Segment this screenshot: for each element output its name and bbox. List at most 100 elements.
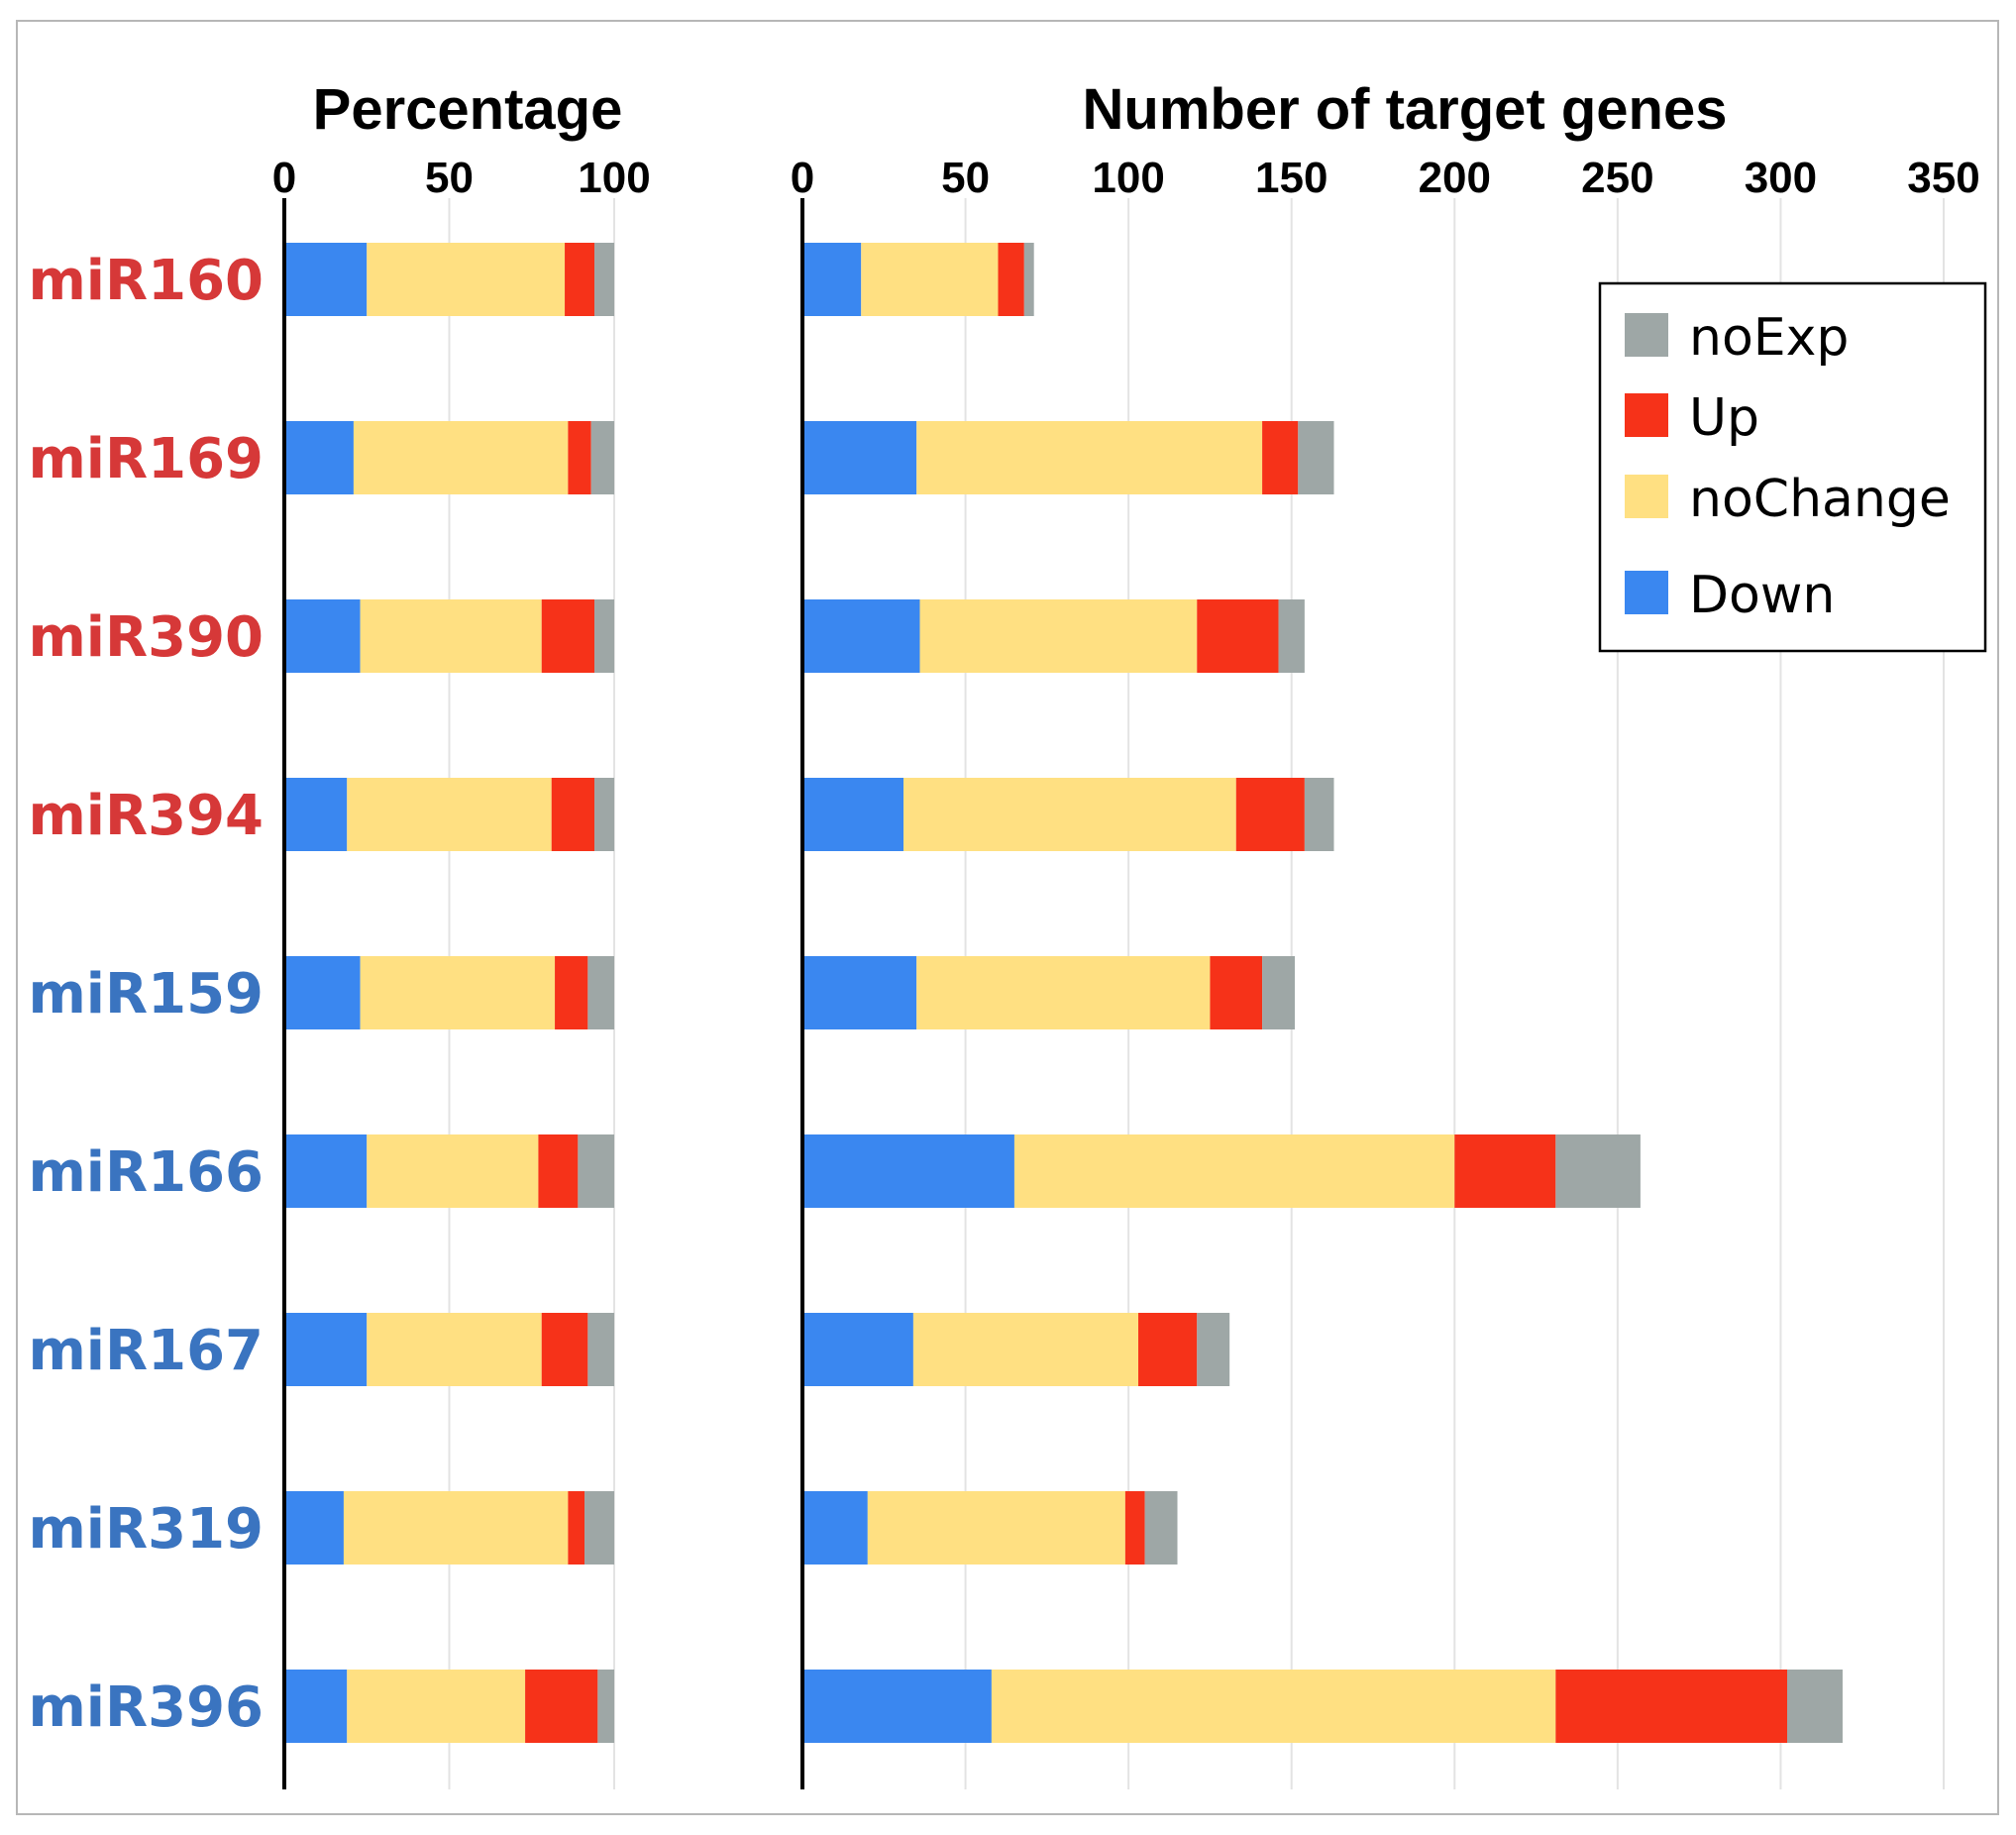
- target-genes-title: Number of target genes: [1083, 77, 1728, 142]
- percentage-bar-miR319-Up: [568, 1491, 585, 1565]
- target-genes-bar-miR319-Down: [802, 1491, 868, 1565]
- target-genes-bar-miR159-noExp: [1262, 956, 1296, 1029]
- percentage-bar-miR390-Up: [541, 599, 595, 673]
- target-genes-bar-miR169-Down: [802, 421, 917, 494]
- target-genes-tick-label: 350: [1907, 154, 1979, 202]
- target-genes-bar-miR166-Up: [1454, 1134, 1556, 1208]
- target-genes-bar-miR159-noChange: [916, 956, 1211, 1029]
- legend-label-Up: Up: [1689, 388, 1759, 448]
- percentage-bar-miR166-noExp: [578, 1134, 614, 1208]
- percentage-bar-miR396-Down: [284, 1670, 348, 1743]
- percentage-bar-miR390-noExp: [594, 599, 614, 673]
- percentage-bar-miR167-Down: [284, 1313, 368, 1386]
- target-genes-bar-miR169-Up: [1262, 421, 1299, 494]
- target-genes-bar-miR167-noChange: [912, 1313, 1139, 1386]
- target-genes-bar-miR167-noExp: [1197, 1313, 1230, 1386]
- category-label-miR319: miR319: [28, 1497, 264, 1562]
- target-genes-bar-miR396-noChange: [991, 1670, 1556, 1743]
- percentage-tick-label: 0: [272, 154, 296, 202]
- target-genes-bar-miR160-noExp: [1023, 243, 1034, 316]
- target-genes-bar-miR160-Down: [802, 243, 862, 316]
- percentage-bar-miR166-noChange: [367, 1134, 539, 1208]
- target-genes-bar-miR169-noChange: [916, 421, 1263, 494]
- category-label-miR396: miR396: [28, 1675, 264, 1740]
- target-genes-bar-miR319-Up: [1124, 1491, 1145, 1565]
- percentage-bar-miR169-noExp: [590, 421, 614, 494]
- percentage-bar-miR396-noExp: [597, 1670, 614, 1743]
- target-genes-bar-miR394-noExp: [1304, 778, 1334, 851]
- target-genes-bar-miR396-Down: [802, 1670, 992, 1743]
- target-genes-tick-label: 200: [1419, 154, 1491, 202]
- legend-swatch-Down: [1625, 571, 1668, 614]
- percentage-bar-miR396-noChange: [347, 1670, 526, 1743]
- category-label-miR390: miR390: [28, 605, 264, 670]
- percentage-bar-miR169-noChange: [353, 421, 569, 494]
- target-genes-bar-miR390-Up: [1197, 599, 1279, 673]
- target-genes-bar-miR396-Up: [1555, 1670, 1788, 1743]
- target-genes-bar-miR167-Down: [802, 1313, 913, 1386]
- target-genes-bar-miR390-noExp: [1278, 599, 1305, 673]
- percentage-bar-miR159-Down: [284, 956, 361, 1029]
- target-genes-bar-miR394-Up: [1235, 778, 1305, 851]
- category-label-miR167: miR167: [28, 1319, 264, 1383]
- percentage-bar-miR169-Down: [284, 421, 354, 494]
- category-label-miR169: miR169: [28, 427, 264, 491]
- target-genes-bar-miR159-Up: [1210, 956, 1263, 1029]
- percentage-bar-miR319-Down: [284, 1491, 344, 1565]
- percentage-bar-miR394-Up: [551, 778, 595, 851]
- legend-label-noExp: noExp: [1689, 308, 1849, 368]
- target-genes-bar-miR169-noExp: [1298, 421, 1334, 494]
- target-genes-bar-miR394-noChange: [903, 778, 1236, 851]
- legend: noExp Up noChange Down: [1598, 281, 1987, 653]
- target-genes-bar-miR166-Down: [802, 1134, 1014, 1208]
- target-genes-bar-miR390-noChange: [919, 599, 1198, 673]
- target-genes-tick-label: 50: [941, 154, 990, 202]
- percentage-bar-miR160-Down: [284, 243, 368, 316]
- percentage-bar-miR319-noExp: [584, 1491, 614, 1565]
- percentage-bar-miR167-noChange: [367, 1313, 542, 1386]
- percentage-bar-miR390-Down: [284, 599, 361, 673]
- target-genes-bar-miR166-noChange: [1013, 1134, 1455, 1208]
- percentage-panel: 0 50 100 miR160 miR169 miR390 miR394 miR159 miR…: [28, 77, 651, 1789]
- percentage-bar-miR396-Up: [525, 1670, 598, 1743]
- target-genes-bar-miR390-Down: [802, 599, 920, 673]
- target-genes-tick-label: 100: [1092, 154, 1164, 202]
- percentage-bar-miR394-noChange: [347, 778, 552, 851]
- percentage-bar-miR159-noChange: [360, 956, 556, 1029]
- percentage-bar-miR160-noExp: [594, 243, 614, 316]
- percentage-bar-miR319-noChange: [343, 1491, 569, 1565]
- percentage-tick-label: 50: [425, 154, 474, 202]
- category-label-miR166: miR166: [28, 1140, 264, 1205]
- legend-swatch-noExp: [1625, 313, 1668, 357]
- percentage-bar-miR166-Up: [538, 1134, 579, 1208]
- category-label-miR160: miR160: [28, 249, 264, 313]
- target-genes-bar-miR319-noChange: [867, 1491, 1125, 1565]
- target-genes-bar-miR160-noChange: [861, 243, 999, 316]
- target-genes-tick-label: 250: [1581, 154, 1653, 202]
- category-label-miR159: miR159: [28, 962, 264, 1026]
- percentage-title: Percentage: [313, 77, 623, 142]
- legend-label-Down: Down: [1689, 566, 1835, 625]
- percentage-bar-miR160-noChange: [367, 243, 566, 316]
- target-genes-bar-miR160-Up: [998, 243, 1024, 316]
- percentage-bar-miR390-noChange: [360, 599, 542, 673]
- target-genes-bar-miR394-Down: [802, 778, 904, 851]
- legend-label-noChange: noChange: [1689, 470, 1951, 529]
- percentage-bar-miR167-noExp: [587, 1313, 614, 1386]
- percentage-bar-miR394-noExp: [594, 778, 614, 851]
- legend-swatch-noChange: [1625, 475, 1668, 518]
- percentage-bar-miR167-Up: [541, 1313, 588, 1386]
- target-genes-bar-miR159-Down: [802, 956, 917, 1029]
- percentage-bar-miR169-Up: [568, 421, 591, 494]
- legend-swatch-Up: [1625, 393, 1668, 437]
- target-genes-tick-label: 300: [1745, 154, 1817, 202]
- target-genes-bar-miR166-noExp: [1555, 1134, 1641, 1208]
- percentage-bar-miR159-noExp: [587, 956, 614, 1029]
- target-genes-tick-label: 0: [791, 154, 814, 202]
- category-label-miR394: miR394: [28, 784, 264, 848]
- target-genes-tick-label: 150: [1255, 154, 1327, 202]
- target-genes-bar-miR396-noExp: [1787, 1670, 1843, 1743]
- percentage-tick-label: 100: [578, 154, 650, 202]
- target-genes-bar-miR167-Up: [1138, 1313, 1198, 1386]
